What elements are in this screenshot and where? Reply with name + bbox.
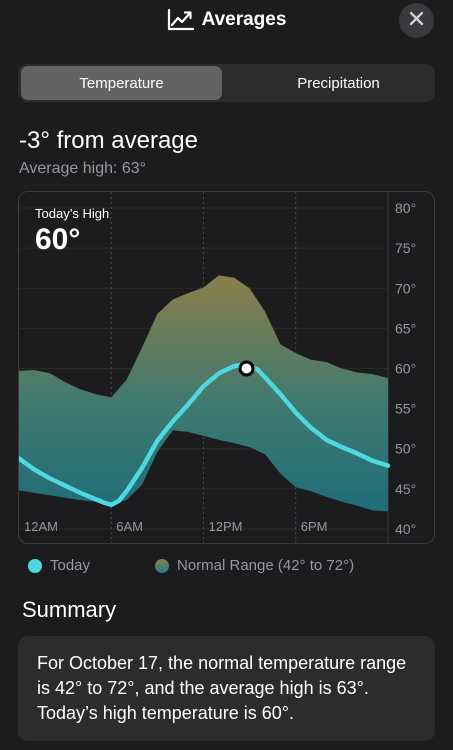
temperature-chart[interactable]: 80° 75° 70° 65° 60° 55° 50° 45° 40° 12AM 6AM 12PM 6P… xyxy=(18,191,435,544)
todays-high-label: Today’s High xyxy=(35,206,110,221)
y-tick-label: 60° xyxy=(395,361,416,377)
chart-line-icon xyxy=(167,9,194,31)
today-line xyxy=(19,362,391,508)
metric-segmented-control: Temperature Precipitation xyxy=(18,64,435,102)
y-tick-label: 70° xyxy=(395,280,416,296)
summary-heading: Summary xyxy=(22,597,117,622)
close-icon xyxy=(409,11,424,31)
header-title: Averages xyxy=(0,9,453,31)
todays-high-marker xyxy=(238,360,255,377)
x-tick-label: 6PM xyxy=(301,519,328,534)
normal-range-swatch-icon xyxy=(155,558,169,573)
y-tick-label: 80° xyxy=(395,200,416,216)
chart-canvas: 80° 75° 70° 65° 60° 55° 50° 45° 40° 12AM 6AM 12PM 6P… xyxy=(19,192,416,543)
today-swatch-icon xyxy=(28,558,42,573)
page-title: Averages xyxy=(201,9,287,30)
legend-normal-range: Normal Range (42° to 72°) xyxy=(155,557,354,574)
temperature-delta: -3° from average xyxy=(19,127,199,154)
normal-range-band xyxy=(19,275,388,512)
todays-high-value: 60° xyxy=(35,223,81,256)
y-tick-label: 55° xyxy=(395,401,416,417)
y-tick-label: 75° xyxy=(395,240,416,256)
tab-precipitation[interactable]: Precipitation xyxy=(297,74,380,92)
summary-text: For October 17, the normal temperature r… xyxy=(37,653,407,723)
x-tick-label: 12AM xyxy=(24,519,58,534)
summary-card: For October 17, the normal temperature r… xyxy=(18,636,435,741)
header: Averages xyxy=(0,0,453,44)
tab-temperature[interactable]: Temperature xyxy=(21,66,222,100)
x-tick-label: 12PM xyxy=(209,519,243,534)
x-tick-label: 6AM xyxy=(116,519,143,534)
y-tick-label: 40° xyxy=(395,521,416,537)
legend-today: Today xyxy=(28,557,90,574)
close-button[interactable] xyxy=(399,3,434,38)
average-high: Average high: 63° xyxy=(19,160,147,177)
legend-normal-label: Normal Range (42° to 72°) xyxy=(177,557,355,574)
y-tick-label: 45° xyxy=(395,481,416,497)
legend-today-label: Today xyxy=(50,557,91,574)
y-tick-label: 50° xyxy=(395,441,416,457)
y-tick-label: 65° xyxy=(395,320,416,336)
